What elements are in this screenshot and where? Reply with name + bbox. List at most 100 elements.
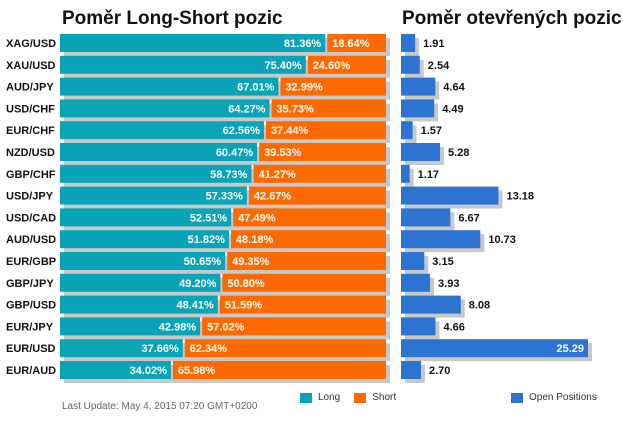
long-bar — [60, 361, 171, 379]
short-pct-label: 48.18% — [236, 234, 274, 246]
legend-item-open-positions: Open Positions — [511, 392, 597, 403]
open-positions-value-label: 13.18 — [506, 191, 534, 203]
short-pct-label: 65.98% — [178, 365, 216, 377]
open-positions-bar — [401, 208, 451, 227]
row-label-8: USD/CAD — [6, 212, 56, 224]
long-bar — [60, 317, 201, 336]
open-positions-value-label: 1.57 — [421, 125, 442, 137]
open-positions-value-label: 10.73 — [488, 234, 516, 246]
short-bar — [202, 317, 386, 336]
open-positions-bar — [401, 34, 416, 52]
short-bar — [307, 55, 386, 74]
short-bar — [219, 295, 386, 314]
long-pct-label: 62.56% — [223, 125, 261, 137]
long-pct-label: 60.47% — [216, 147, 254, 159]
long-pct-label: 67.01% — [237, 82, 275, 94]
short-pct-label: 32.99% — [285, 82, 323, 94]
long-pct-label: 48.41% — [177, 300, 215, 312]
row-label-2: AUD/JPY — [6, 82, 54, 94]
long-bar — [60, 295, 218, 314]
long-bar — [60, 99, 270, 118]
open-positions-value-label: 6.67 — [458, 212, 479, 224]
row-label-5: NZD/USD — [6, 147, 55, 159]
short-pct-label: 39.53% — [264, 147, 302, 159]
open-positions-value-label: 3.15 — [432, 256, 453, 268]
long-pct-label: 52.51% — [190, 212, 228, 224]
open-positions-bar — [401, 186, 499, 205]
long-bar — [60, 55, 306, 74]
short-pct-label: 37.44% — [271, 125, 309, 137]
row-label-13: EUR/JPY — [6, 321, 54, 333]
row-label-12: GBP/USD — [6, 300, 56, 312]
open-positions-bar — [401, 361, 421, 379]
long-bar — [60, 121, 264, 140]
long-bar — [60, 252, 226, 270]
short-pct-label: 35.73% — [277, 103, 315, 115]
row-label-14: EUR/USD — [6, 343, 56, 355]
long-bar — [60, 77, 279, 96]
legend-item-long: Long — [300, 392, 340, 403]
open-positions-value-label: 5.28 — [448, 147, 469, 159]
open-positions-bar — [401, 121, 413, 140]
last-update-text: Last Update: May 4, 2015 07:20 GMT+0200 — [62, 401, 258, 412]
long-pct-label: 42.98% — [159, 321, 197, 333]
open-positions-value-label: 3.93 — [438, 278, 459, 290]
long-bar — [60, 164, 252, 183]
short-pct-label: 50.80% — [227, 278, 265, 290]
open-positions-value-label: 8.08 — [469, 300, 490, 312]
legend-label-short: Short — [372, 392, 397, 403]
long-pct-label: 50.65% — [184, 256, 222, 268]
short-bar — [230, 230, 386, 249]
legend-label-open-positions: Open Positions — [529, 392, 597, 403]
open-positions-bar — [401, 230, 481, 249]
legend-item-short: Short — [354, 392, 396, 403]
open-positions-bar — [401, 164, 410, 183]
legend-swatch-open-positions — [511, 392, 523, 403]
row-label-3: USD/CHF — [6, 103, 55, 115]
row-label-7: USD/JPY — [6, 191, 54, 203]
long-bar — [60, 339, 183, 358]
long-bar — [60, 208, 232, 227]
short-bar — [172, 361, 386, 379]
open-positions-value-label: 4.66 — [443, 321, 464, 333]
row-label-1: XAU/USD — [6, 60, 56, 72]
long-bar — [60, 273, 221, 292]
short-bar — [222, 273, 386, 292]
open-positions-bar — [401, 339, 588, 358]
open-positions-value-label: 25.29 — [556, 343, 584, 355]
long-pct-label: 81.36% — [284, 38, 322, 50]
short-pct-label: 57.02% — [207, 321, 245, 333]
long-bar — [60, 34, 326, 52]
short-pct-label: 18.64% — [332, 38, 370, 50]
open-positions-bar — [401, 143, 441, 161]
legend-label-long: Long — [318, 392, 341, 403]
short-pct-label: 49.35% — [232, 256, 270, 268]
short-bar — [259, 143, 386, 161]
short-pct-label: 62.34% — [190, 343, 228, 355]
short-bar — [233, 208, 386, 227]
open-positions-legend: Open Positions — [511, 392, 611, 403]
open-positions-bar — [401, 317, 436, 336]
row-label-15: EUR/AUD — [6, 365, 56, 377]
legend-swatch-short — [354, 392, 367, 403]
row-label-0: XAG/USD — [6, 38, 56, 50]
short-pct-label: 51.59% — [225, 300, 263, 312]
short-pct-label: 24.60% — [313, 60, 351, 72]
long-bar — [60, 143, 258, 161]
long-bar — [60, 186, 247, 205]
short-bar — [227, 252, 386, 270]
long-pct-label: 37.66% — [141, 343, 179, 355]
open-positions-bar — [401, 77, 436, 96]
long-pct-label: 58.73% — [210, 169, 248, 181]
open-positions-bar — [401, 252, 425, 270]
open-positions-value-label: 1.17 — [418, 169, 439, 181]
short-bar — [248, 186, 386, 205]
row-label-6: GBP/CHF — [6, 169, 56, 181]
long-pct-label: 51.82% — [188, 234, 226, 246]
long-short-legend: Long Short — [300, 392, 410, 403]
long-pct-label: 64.27% — [228, 103, 266, 115]
open-positions-bar — [401, 273, 431, 292]
legend-swatch-long — [300, 392, 312, 403]
long-pct-label: 49.20% — [179, 278, 217, 290]
